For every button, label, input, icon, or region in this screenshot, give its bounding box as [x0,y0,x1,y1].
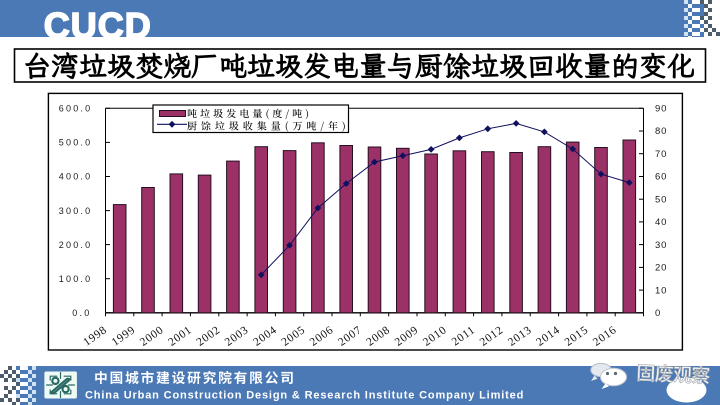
svg-text:0.0: 0.0 [72,308,91,318]
svg-text:600.0: 600.0 [59,104,93,114]
svg-text:400.0: 400.0 [59,172,93,182]
svg-text:200.0: 200.0 [59,240,93,250]
svg-text:500.0: 500.0 [59,138,93,148]
svg-text:CUCD: CUCD [44,5,152,46]
svg-text:70: 70 [655,149,667,160]
svg-text:60: 60 [655,172,667,183]
svg-text:50: 50 [655,194,667,205]
svg-text:10: 10 [655,285,667,296]
svg-text:40: 40 [655,217,667,228]
svg-text:300.0: 300.0 [59,206,93,216]
svg-text:100.0: 100.0 [59,274,93,284]
svg-text:80: 80 [655,126,667,137]
svg-text:0: 0 [655,308,661,319]
svg-text:90: 90 [655,104,667,115]
svg-text:30: 30 [655,240,667,251]
svg-text:China Urban Construction Desig: China Urban Construction Design & Resear… [85,389,524,401]
svg-text:20: 20 [655,263,667,274]
